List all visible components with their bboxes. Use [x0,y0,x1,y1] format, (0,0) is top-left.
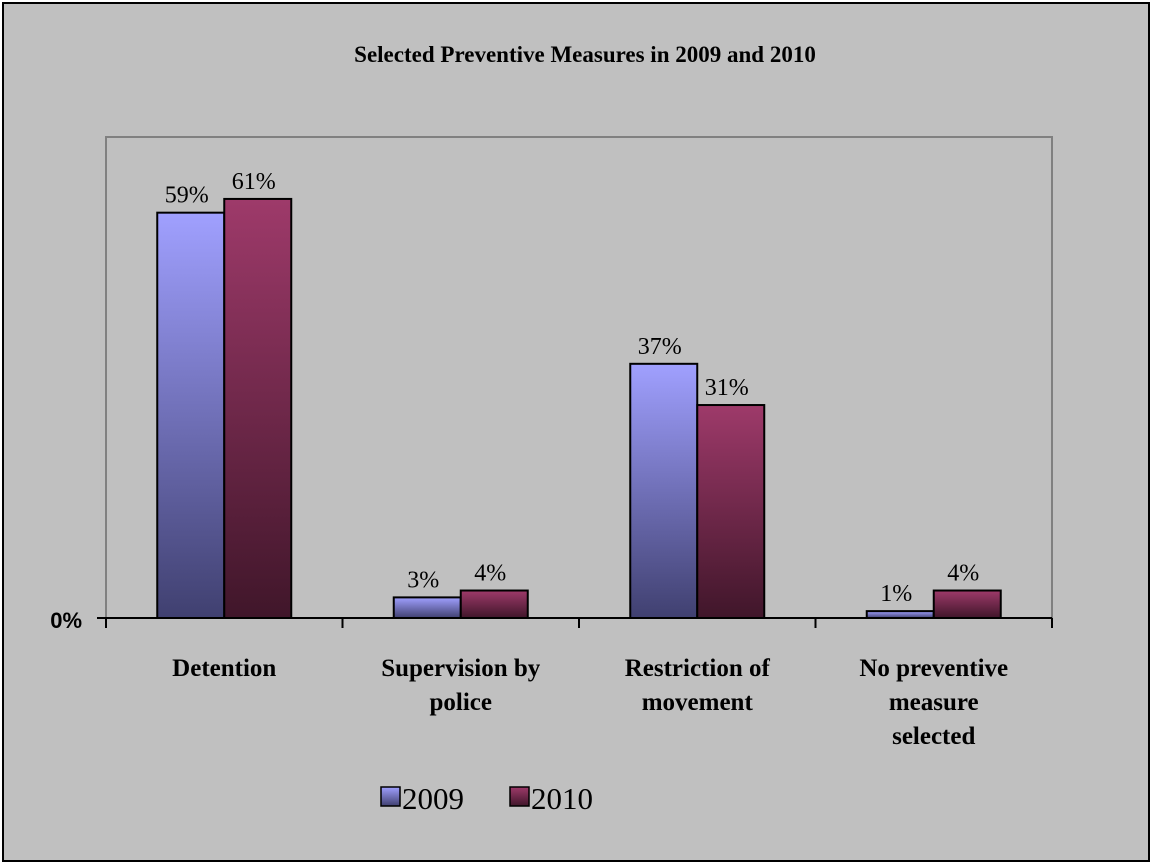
legend-swatch-2010 [509,786,530,807]
y-axis-tick-label-0: 0% [50,608,82,633]
data-label-2009-3: 1% [880,581,912,607]
chart-title: Selected Preventive Measures in 2009 and… [354,42,816,67]
category-labels: Detention Supervision by police Restriction… [172,655,1008,750]
bar-2010-1 [459,589,529,620]
data-label-2010-0: 61% [232,169,276,195]
category-label-1-line-0: Supervision by [381,655,541,682]
category-label-3-line-2: selected [892,723,975,750]
bar-2009-2 [629,362,699,619]
category-label-2-line-1: movement [642,689,754,716]
legend-label-2010: 2010 [531,781,593,816]
legend-swatch-2009 [380,786,401,807]
bar-2010-2 [696,404,766,619]
data-label-2009-1: 3% [407,567,439,593]
category-label-1-line-1: police [430,689,493,716]
category-label-2-line-0: Restriction of [625,655,771,682]
bar-2010-0 [223,197,293,619]
bar-2009-3 [865,610,935,620]
data-label-2010-1: 4% [474,561,506,587]
legend-label-2009: 2009 [402,781,464,816]
data-label-2010-2: 31% [705,375,749,401]
bar-2009-1 [392,596,462,620]
category-label-3-line-1: measure [889,689,979,716]
bars-layer: 59% 61% 3% 4% 37% 31% 1% 4% [156,169,1002,620]
x-axis [97,617,1053,628]
bar-2010-3 [932,589,1002,620]
category-label-0-line-0: Detention [172,655,276,682]
category-label-3-line-0: No preventive [859,655,1008,682]
data-label-2009-2: 37% [638,334,682,360]
data-label-2010-3: 4% [947,561,979,587]
data-label-2009-0: 59% [165,183,209,209]
bar-2009-0 [156,211,226,619]
legend: 2009 2010 [380,781,593,816]
